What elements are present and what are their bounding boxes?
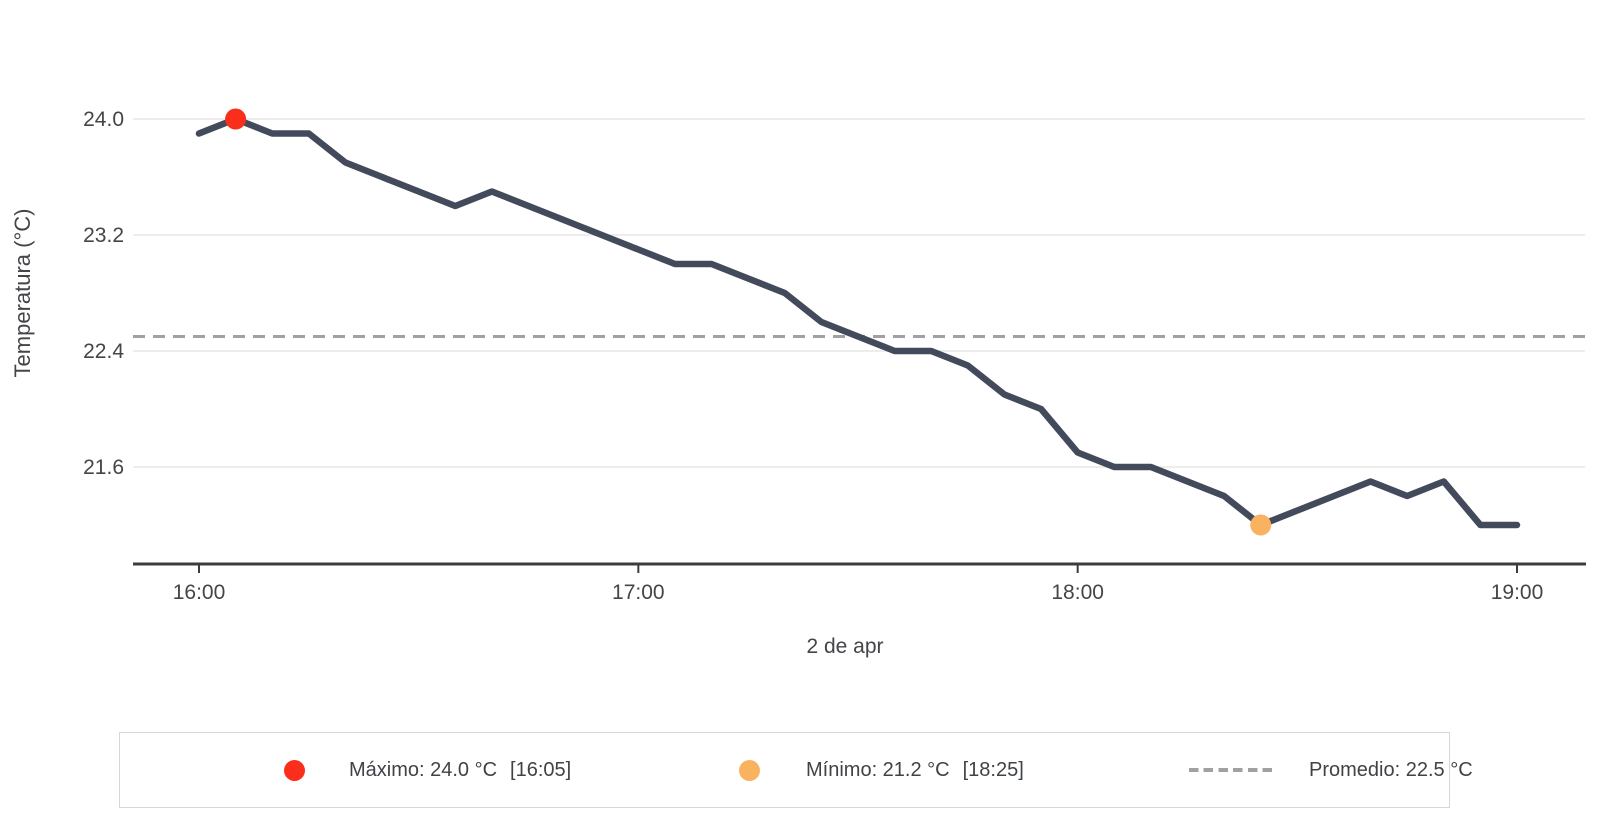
legend-min-time: [18:25]: [962, 758, 1024, 781]
min-marker: [1250, 514, 1272, 536]
max-marker: [225, 108, 247, 130]
legend-label: Máximo: 24.0 °C [16:05]: [349, 759, 571, 782]
x-tick-label: 18:00: [1051, 581, 1104, 604]
y-tick-label: 24.0: [83, 108, 124, 131]
x-tick-label: 16:00: [173, 581, 226, 604]
temperature-line: [195, 115, 1521, 529]
legend-item-average[interactable]: Promedio: 22.5 °C: [1189, 733, 1473, 807]
dashed-line-icon: [1189, 768, 1276, 772]
x-tick-label: 19:00: [1491, 581, 1544, 604]
legend-item-max[interactable]: Máximo: 24.0 °C [16:05]: [284, 733, 571, 807]
x-axis-title: 2 de apr: [806, 635, 883, 658]
legend-average-text: Promedio: 22.5 °C: [1309, 758, 1473, 781]
legend-min-text: Mínimo: 21.2 °C: [806, 758, 950, 781]
min-marker-icon: [739, 759, 760, 781]
y-tick-label: 22.4: [83, 340, 124, 363]
legend: Máximo: 24.0 °C [16:05] Mínimo: 21.2 °C [1…: [119, 732, 1473, 808]
y-tick-label: 21.6: [83, 456, 124, 479]
max-marker-icon: [284, 759, 305, 781]
legend-max-text: Máximo: 24.0 °C: [349, 758, 498, 781]
x-tick-label: 17:00: [612, 581, 665, 604]
legend-max-time: [16:05]: [510, 758, 572, 781]
y-axis-title: Temperatura (°C): [10, 209, 35, 378]
legend-label: Mínimo: 21.2 °C [18:25]: [806, 759, 1024, 782]
y-tick-label: 23.2: [83, 224, 124, 247]
legend-item-min[interactable]: Mínimo: 21.2 °C [18:25]: [739, 733, 1024, 807]
line-chart: 16:00 17:00 18:00 19:00 24.0 23.2 22.4 21.6 2 de…: [10, 108, 1586, 658]
